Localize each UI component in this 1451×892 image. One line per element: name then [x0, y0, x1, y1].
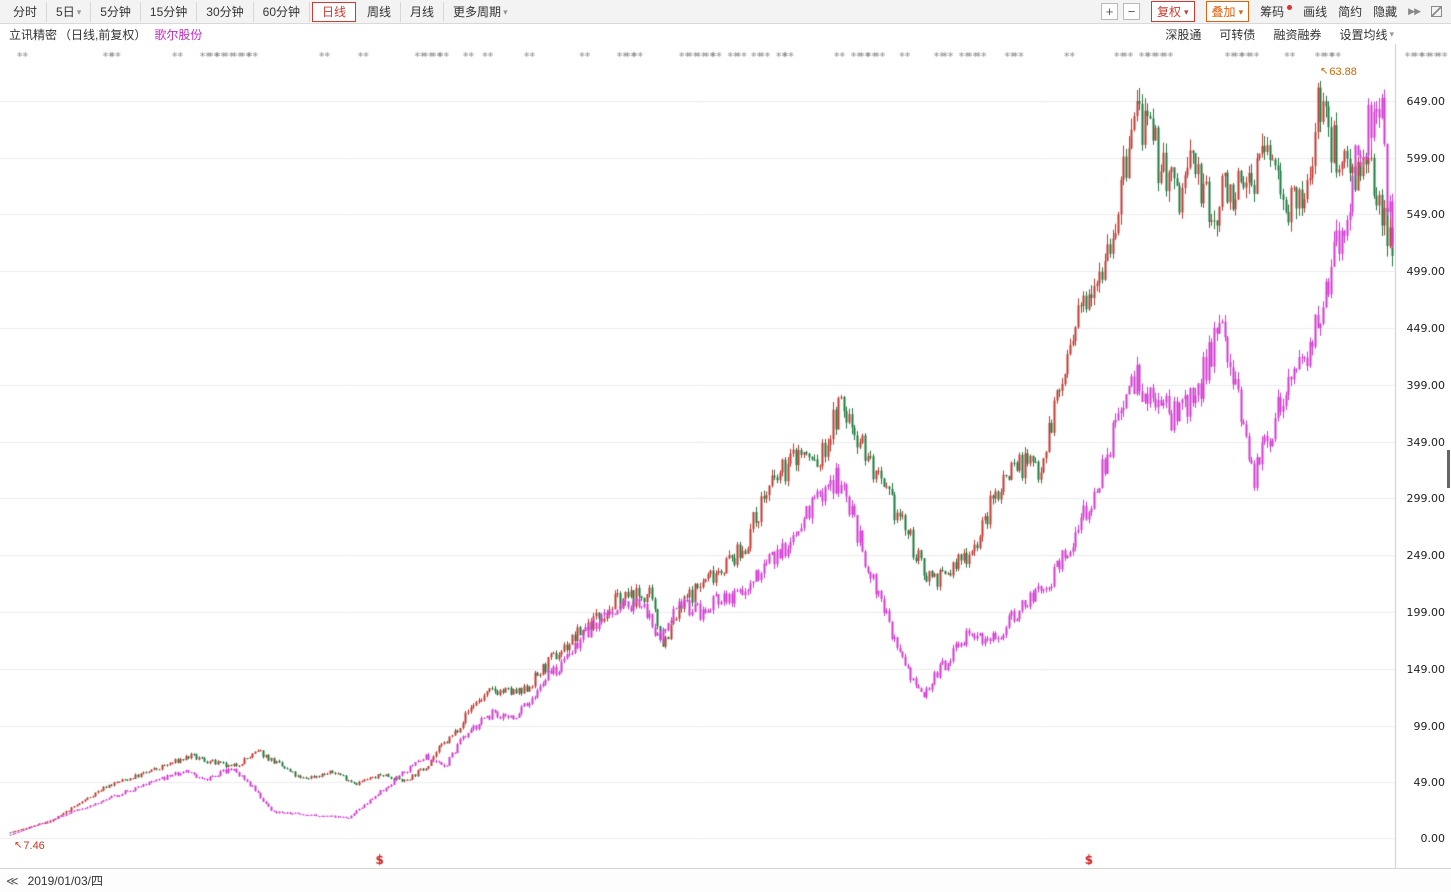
- scroll-left-icon[interactable]: ≪: [6, 873, 19, 888]
- tab-15min[interactable]: 15分钟: [141, 1, 198, 22]
- tab-label: 5分钟: [100, 4, 131, 19]
- chart-info-bar: 立讯精密 （日线,前复权） 歌尔股份 深股通 可转债 融资融券 设置均线 ▾: [0, 24, 1451, 44]
- button-label: 画线: [1303, 5, 1328, 19]
- tab-label: 30分钟: [206, 4, 244, 19]
- tab-label: 15分钟: [149, 4, 188, 19]
- simple-mode-button[interactable]: 简约: [1338, 3, 1362, 20]
- link-convertible-bond[interactable]: 可转债: [1219, 27, 1256, 42]
- primary-stock-title: 立讯精密: [9, 27, 58, 42]
- top-toolbar: 分时 5日 ▾ 5分钟 15分钟 30分钟 60分钟 日线 周线 月线 更多周期 ▾…: [0, 0, 1451, 24]
- vertical-scrollbar-thumb[interactable]: [1447, 450, 1450, 488]
- chevron-down-icon: ▾: [1184, 6, 1189, 17]
- button-label: 复权: [1157, 5, 1182, 19]
- link-margin-trading[interactable]: 融资融券: [1273, 27, 1322, 42]
- start-date-label: 2019/01/03/四: [27, 874, 103, 888]
- chevron-down-icon: ▾: [1389, 29, 1394, 39]
- tab-intraday[interactable]: 分时: [4, 1, 48, 22]
- marker-arrow-icon: ↖: [14, 840, 23, 851]
- chevron-down-icon: ▾: [503, 6, 508, 17]
- button-label: 筹码: [1260, 5, 1285, 19]
- tab-label: 更多周期: [453, 4, 502, 19]
- tab-label: 分时: [13, 4, 38, 19]
- button-label: 隐藏: [1373, 5, 1398, 19]
- tab-30min[interactable]: 30分钟: [197, 1, 254, 22]
- collapse-arrows-icon[interactable]: ▶▶: [1408, 6, 1421, 16]
- candlestick-chart[interactable]: [0, 44, 1451, 868]
- tab-weekly[interactable]: 周线: [358, 1, 402, 22]
- toolbar-right-group: + − 复权 ▾ 叠加 ▾ 筹码 画线 简约 隐藏 ▶▶: [1101, 1, 1447, 22]
- fullscreen-icon[interactable]: [1431, 6, 1442, 17]
- chip-distribution-button[interactable]: 筹码: [1260, 3, 1293, 20]
- tab-label: 周线: [367, 4, 392, 19]
- chart-mode-label: （日线,前复权）: [59, 27, 147, 42]
- tab-monthly[interactable]: 月线: [401, 1, 445, 22]
- high-price-annotation: ↖ 63.88: [1320, 66, 1357, 78]
- tab-5min[interactable]: 5分钟: [91, 1, 141, 22]
- tab-label: 5日: [56, 4, 75, 19]
- new-feature-dot-icon: [1287, 5, 1293, 10]
- marker-arrow-icon: ↖: [1320, 66, 1329, 77]
- tab-label: 月线: [410, 4, 435, 19]
- subbar-links: 深股通 可转债 融资融券 设置均线 ▾: [1165, 26, 1442, 43]
- tab-5day[interactable]: 5日 ▾: [47, 1, 92, 22]
- link-label: 设置均线: [1339, 27, 1388, 42]
- zoom-in-button[interactable]: +: [1101, 3, 1118, 20]
- chevron-down-icon: ▾: [76, 6, 82, 17]
- price-adjust-button[interactable]: 复权 ▾: [1151, 1, 1195, 22]
- button-label: 叠加: [1211, 5, 1236, 19]
- zoom-out-button[interactable]: −: [1123, 3, 1140, 20]
- tab-more-periods[interactable]: 更多周期 ▾: [444, 2, 517, 22]
- zoom-controls: + −: [1101, 3, 1140, 20]
- link-shenzhen-connect[interactable]: 深股通: [1165, 27, 1202, 42]
- period-tabs: 分时 5日 ▾ 5分钟 15分钟 30分钟 60分钟 日线 周线 月线 更多周期 ▾: [4, 0, 517, 23]
- overlay-button[interactable]: 叠加 ▾: [1205, 1, 1250, 22]
- draw-line-button[interactable]: 画线: [1303, 3, 1327, 20]
- low-price-value: 7.46: [23, 840, 45, 852]
- low-price-annotation: ↖ 7.46: [14, 840, 45, 852]
- tab-60min[interactable]: 60分钟: [254, 1, 310, 22]
- tab-label: 60分钟: [262, 4, 300, 19]
- high-price-value: 63.88: [1329, 66, 1357, 78]
- chevron-down-icon: ▾: [1238, 6, 1244, 17]
- chart-area: 649.00 599.00 549.00 499.00 449.00 399.00 349.…: [0, 44, 1451, 868]
- hide-panel-button[interactable]: 隐藏: [1373, 3, 1397, 20]
- bottom-bar: ≪ 2019/01/03/四: [0, 868, 1451, 892]
- button-label: 简约: [1338, 5, 1363, 19]
- tab-daily[interactable]: 日线: [312, 1, 357, 22]
- tab-label: 日线: [322, 4, 347, 19]
- link-ma-settings[interactable]: 设置均线 ▾: [1339, 26, 1394, 43]
- overlay-stock-title[interactable]: 歌尔股份: [154, 27, 203, 42]
